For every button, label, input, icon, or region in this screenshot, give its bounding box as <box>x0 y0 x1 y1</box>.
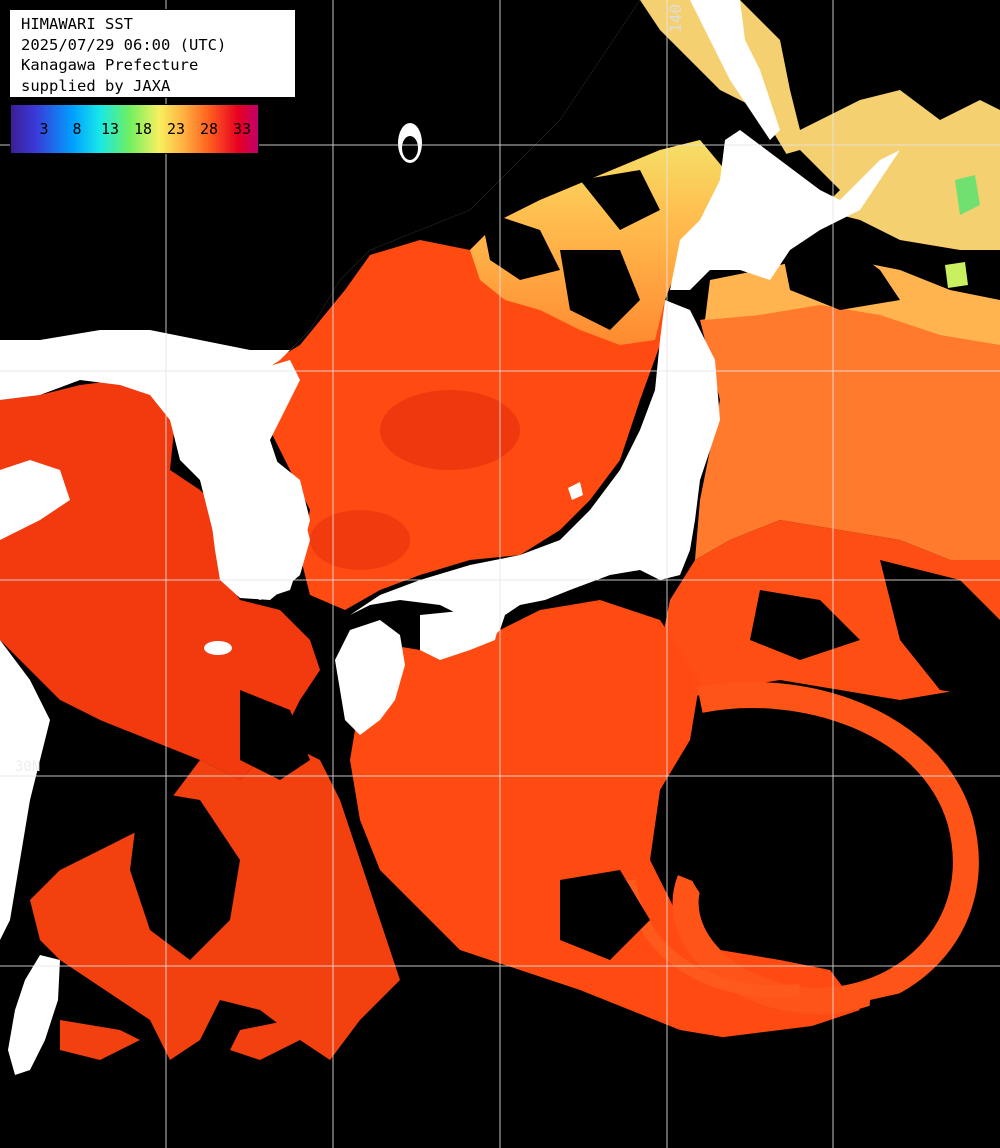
legend-colorbar <box>11 105 258 153</box>
china-coast <box>0 640 50 940</box>
honshu <box>350 300 720 640</box>
cloud-patch <box>860 980 1000 1148</box>
shandong-coast <box>0 460 70 540</box>
legend-tick-28: 28 <box>199 120 219 138</box>
sea-of-japan-hot-core <box>380 390 520 470</box>
cloud-patch <box>580 170 660 230</box>
legend-tick-33: 33 <box>232 120 252 138</box>
cold-water-patch <box>955 175 980 215</box>
product-name: HIMAWARI SST <box>21 15 133 33</box>
map-title-box: HIMAWARI SST 2025/07/29 06:00 (UTC) Kana… <box>9 9 296 98</box>
cloud-patch <box>500 1020 860 1148</box>
provider-prefecture: Kanagawa Prefecture <box>21 56 199 74</box>
island-dark <box>402 136 418 160</box>
cloud-patch <box>780 240 900 310</box>
taiwan <box>8 955 60 1075</box>
pacific-east-cool <box>695 300 1000 560</box>
legend-tick-23: 23 <box>166 120 186 138</box>
sakhalin <box>690 0 780 140</box>
legend-tick-8: 8 <box>72 120 82 138</box>
legend-tick-labels: 3 8 13 18 23 28 33 <box>11 105 258 153</box>
south-sea-patch <box>60 1020 140 1060</box>
cold-water-patch <box>945 262 968 288</box>
cloud-patch <box>240 690 310 780</box>
data-source: supplied by JAXA <box>21 76 171 95</box>
shikoku <box>420 610 500 660</box>
latitude-label-30n: 30N <box>15 759 41 775</box>
south-sea-patch-2 <box>230 1020 300 1060</box>
cloud-patch <box>880 560 1000 700</box>
color-legend: 3 8 13 18 23 28 33 <box>10 104 259 154</box>
hot-patch <box>310 510 410 570</box>
latitude-label-40n: 40N <box>4 352 30 368</box>
cloud-patch <box>0 1060 500 1148</box>
legend-tick-18: 18 <box>133 120 153 138</box>
jeju-island <box>204 641 232 655</box>
hokkaido <box>670 130 900 290</box>
korean-peninsula <box>170 360 310 600</box>
legend-tick-13: 13 <box>100 120 120 138</box>
cloud-patch <box>130 790 240 960</box>
timestamp: 2025/07/29 06:00 (UTC) <box>21 35 227 54</box>
philippine-sea <box>350 600 860 1040</box>
sado-island <box>568 482 583 500</box>
cloud-patch <box>400 980 520 1060</box>
cloud-patch <box>560 250 640 330</box>
cloud-patch <box>560 870 650 960</box>
typhoon-eye <box>685 770 875 930</box>
sea-of-japan-north-cool <box>470 140 725 345</box>
longitude-label-140: 140 <box>666 4 685 33</box>
kyushu <box>335 620 405 735</box>
legend-tick-3: 3 <box>39 120 49 138</box>
